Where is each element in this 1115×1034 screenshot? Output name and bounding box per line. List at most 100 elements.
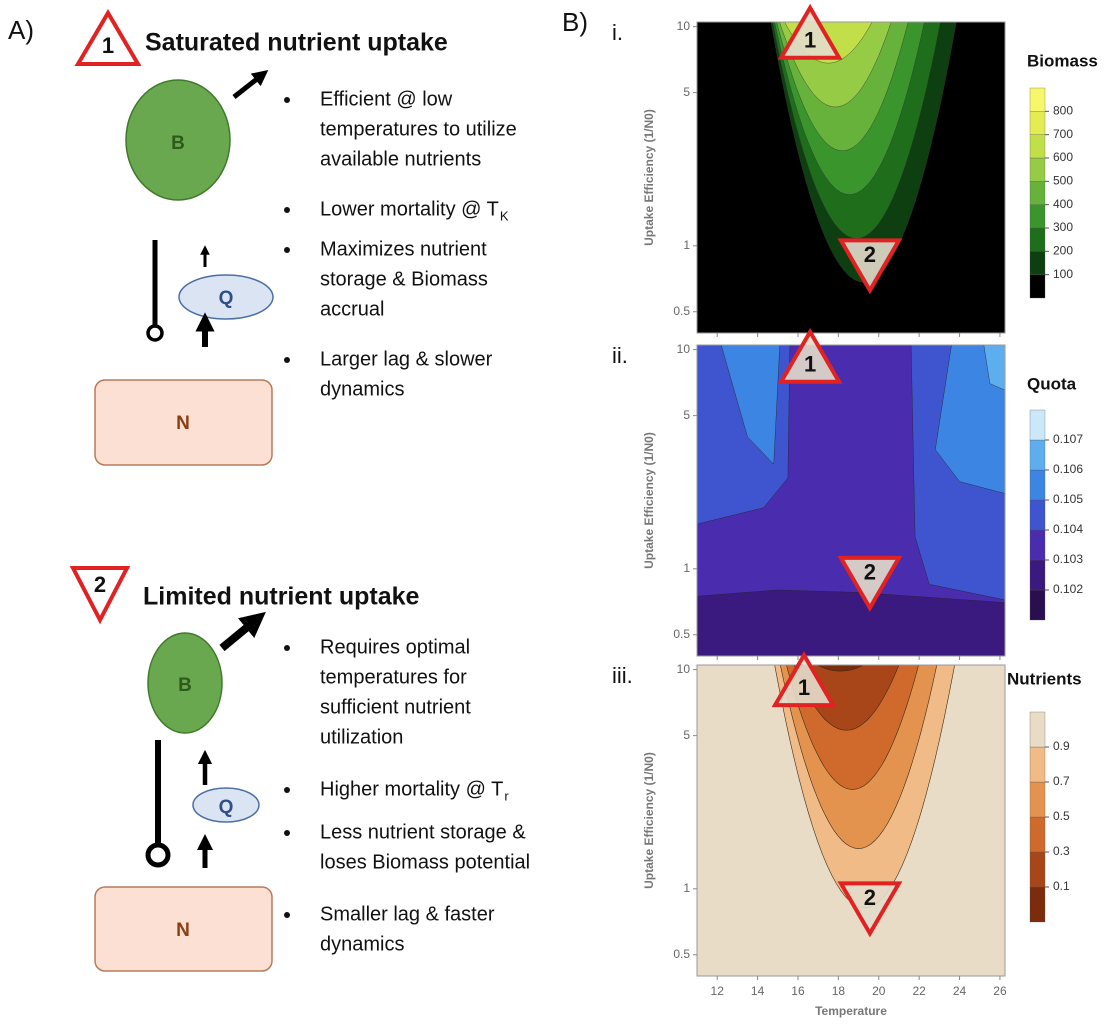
- colorbar-tick-label: 0.105: [1053, 492, 1083, 506]
- y-tick-label: 5: [683, 85, 690, 99]
- bullet-text: Requires optimal: [320, 636, 470, 658]
- bullet-text: Higher mortality @ T: [320, 778, 503, 800]
- bullet-text: storage & Biomass: [320, 268, 488, 290]
- marker-label: 2: [864, 560, 876, 585]
- bullet-text: temperatures for: [320, 666, 467, 688]
- colorbar-title: Nutrients: [1007, 669, 1082, 688]
- panel-label: A): [8, 15, 34, 45]
- y-tick-label: 5: [683, 408, 690, 422]
- bullet-text: Larger lag & slower: [320, 348, 493, 370]
- colorbar-band: [1030, 410, 1045, 440]
- x-tick-label: 22: [912, 984, 926, 998]
- colorbar-tick-label: 0.104: [1053, 522, 1083, 536]
- bullet-dot: [284, 97, 290, 103]
- colorbar-tick-label: 0.1: [1053, 879, 1070, 893]
- subplot-label: i.: [612, 20, 623, 45]
- y-tick-label: 1: [683, 881, 690, 895]
- y-axis-label: Uptake Efficiency (1/N0): [642, 752, 656, 889]
- bullet-dot: [284, 247, 290, 253]
- node-label: N: [176, 920, 190, 941]
- colorbar-band: [1030, 887, 1045, 922]
- colorbar-tick-label: 0.103: [1053, 552, 1083, 566]
- bullet-dot: [284, 830, 290, 836]
- bullet-dot: [284, 912, 290, 918]
- colorbar-tick-label: 600: [1053, 150, 1073, 164]
- colorbar-tick-label: 300: [1053, 220, 1073, 234]
- y-axis-label: Uptake Efficiency (1/N0): [642, 432, 656, 569]
- marker-label: 2: [864, 885, 876, 910]
- contour-region: [776, 0, 867, 19]
- colorbar-band: [1030, 500, 1045, 530]
- panel-title: Limited nutrient uptake: [143, 583, 420, 611]
- inhibit-end: [148, 845, 168, 865]
- colorbar-band: [1030, 181, 1045, 204]
- y-tick-label: 10: [677, 662, 691, 676]
- subscript: r: [504, 788, 509, 803]
- x-tick-label: 16: [791, 984, 805, 998]
- bullet-text: dynamics: [320, 378, 404, 400]
- colorbar-tick-label: 200: [1053, 244, 1073, 258]
- badge: 2: [94, 572, 106, 597]
- y-tick-label: 0.5: [673, 627, 690, 641]
- colorbar-band: [1030, 158, 1045, 181]
- colorbar-tick-label: 400: [1053, 197, 1073, 211]
- colorbar-band: [1030, 440, 1045, 470]
- bullet-text: dynamics: [320, 933, 404, 955]
- y-tick-label: 10: [677, 19, 691, 33]
- node-label: N: [176, 413, 190, 434]
- y-tick-label: 1: [683, 561, 690, 575]
- bullet-text: sufficient nutrient: [320, 696, 471, 718]
- y-tick-label: 1: [683, 238, 690, 252]
- colorbar-band: [1030, 135, 1045, 158]
- colorbar-band: [1030, 817, 1045, 852]
- panel-title: Saturated nutrient uptake: [145, 29, 448, 57]
- x-tick-label: 20: [872, 984, 886, 998]
- marker-label: 1: [798, 675, 810, 700]
- subplot-label: ii.: [612, 343, 628, 368]
- arrow: [222, 620, 256, 648]
- colorbar-band: [1030, 530, 1045, 560]
- colorbar-band: [1030, 747, 1045, 782]
- colorbar-band: [1030, 712, 1045, 747]
- node-label: Q: [219, 797, 234, 818]
- colorbar-band: [1030, 852, 1045, 887]
- subplot-label: iii.: [612, 663, 633, 688]
- node-label: B: [178, 675, 192, 696]
- bullet-text: temperatures to utilize: [320, 118, 517, 140]
- x-tick-label: 18: [832, 984, 846, 998]
- colorbar-tick-label: 500: [1053, 174, 1073, 188]
- colorbar-tick-label: 700: [1053, 127, 1073, 141]
- colorbar-band: [1030, 470, 1045, 500]
- bullet-dot: [284, 357, 290, 363]
- bullet-dot: [284, 645, 290, 651]
- colorbar-title: Biomass: [1027, 51, 1098, 70]
- colorbar-tick-label: 0.3: [1053, 844, 1070, 858]
- y-tick-label: 0.5: [673, 304, 690, 318]
- colorbar-band: [1030, 275, 1045, 298]
- node-label: Q: [219, 288, 234, 309]
- marker-label: 2: [864, 242, 876, 267]
- bullet-dot: [284, 787, 290, 793]
- colorbar-band: [1030, 782, 1045, 817]
- node-label: B: [171, 133, 185, 154]
- marker-label: 1: [804, 352, 816, 377]
- x-axis-label: Temperature: [815, 1004, 887, 1018]
- bullet-dot: [284, 207, 290, 213]
- bullet-text: utilization: [320, 726, 403, 748]
- marker-label: 1: [804, 28, 816, 53]
- contour-region: [697, 590, 1006, 656]
- x-tick-label: 14: [751, 984, 765, 998]
- colorbar-title: Quota: [1027, 374, 1077, 393]
- colorbar-tick-label: 0.5: [1053, 809, 1070, 823]
- colorbar-tick-label: 0.9: [1053, 739, 1070, 753]
- badge: 1: [102, 33, 114, 58]
- bullet-text: accrual: [320, 298, 384, 320]
- plot-area: [697, 0, 1005, 333]
- figure: A) B) 1 Saturated nutrient uptake B Q N …: [0, 0, 1115, 1034]
- inhibit-end: [148, 326, 162, 340]
- colorbar-tick-label: 800: [1053, 104, 1073, 118]
- plot-area: [697, 643, 1005, 976]
- bullet-text: available nutrients: [320, 148, 481, 170]
- y-tick-label: 0.5: [673, 947, 690, 961]
- y-axis-label: Uptake Efficiency (1/N0): [642, 109, 656, 246]
